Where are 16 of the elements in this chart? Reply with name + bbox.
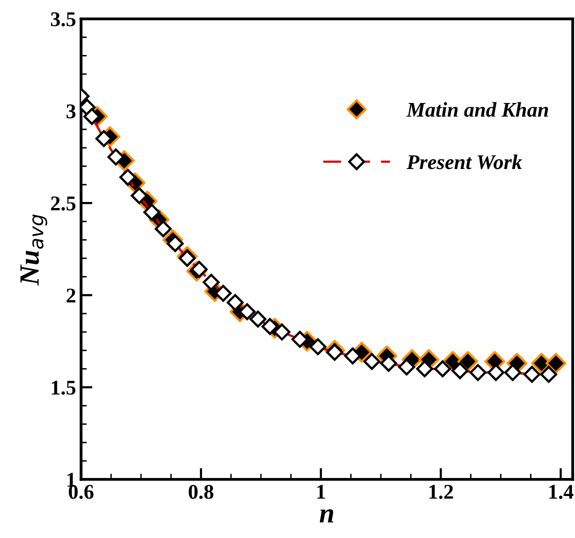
y-tick-label: 3 [66, 104, 76, 118]
y-tick-label: 3.5 [50, 12, 76, 26]
point [545, 352, 566, 374]
legend-label: Present Work [406, 154, 522, 170]
x-tick-label: 1 [317, 484, 326, 499]
y-tick-label: 2.5 [51, 196, 76, 211]
y-tick-label: 1.5 [52, 380, 76, 395]
x-tick-label: 0.6 [68, 484, 94, 499]
point [457, 351, 478, 372]
x-axis-title: n [320, 509, 334, 522]
x-tick-label: 1.4 [549, 484, 574, 499]
y-axis-title: Nu$_{avg}$ [20, 214, 48, 286]
x-tick-label: 1.2 [429, 484, 453, 499]
y-tick-label: 2 [66, 288, 76, 302]
x-tick-label: 0.8 [188, 484, 214, 499]
legend-label: Matin and Khan [406, 102, 548, 117]
